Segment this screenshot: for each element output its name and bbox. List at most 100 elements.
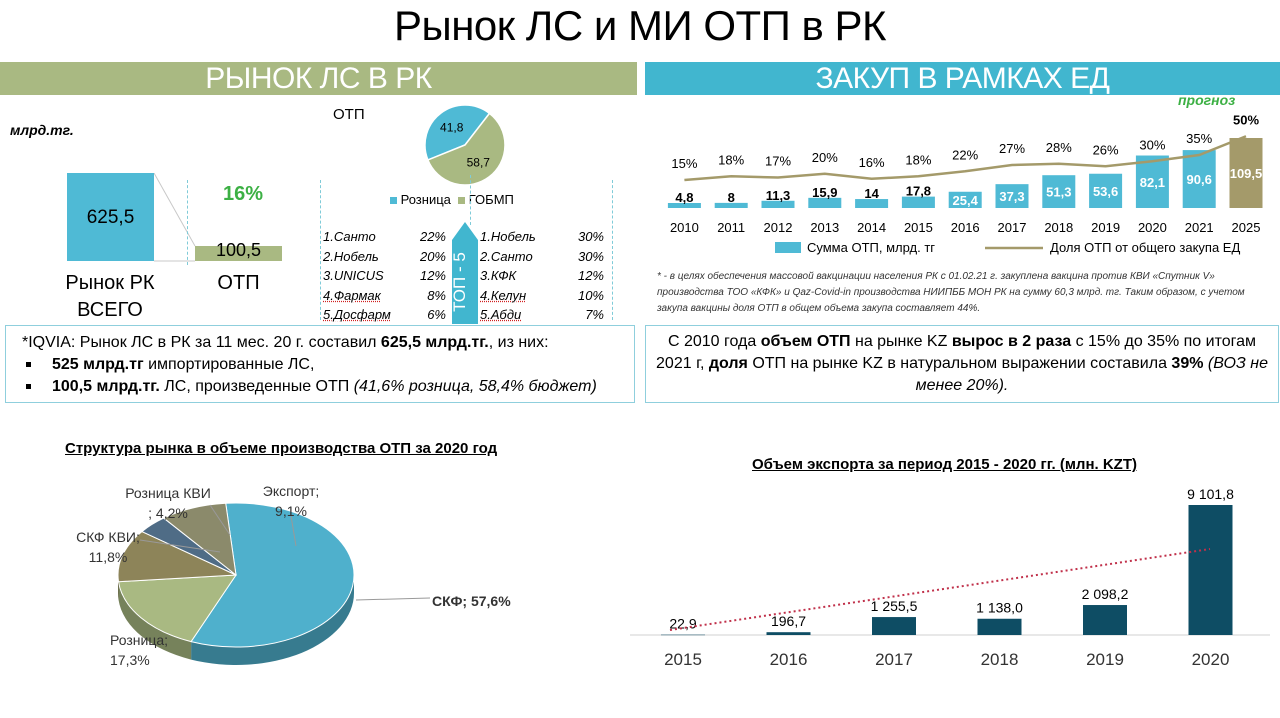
otp-label: ОТП <box>217 272 260 294</box>
x-tick-label: 2021 <box>1185 220 1214 235</box>
bar <box>761 200 795 208</box>
list-item: 2.Нобель 20% <box>323 247 450 267</box>
bar <box>948 191 982 208</box>
bar-label: 4,8 <box>675 190 693 205</box>
pie-label: 58,7 <box>467 156 491 170</box>
list-item: 1.Санто 22% <box>323 227 450 247</box>
legend-label-gobmp: ГОБМП <box>468 192 514 207</box>
procurement-combo-chart: 4,8 2010 15% 8 2011 18% 11,3 2012 17% 15,9 2013 20%… <box>667 112 1263 255</box>
leader-line <box>355 597 431 601</box>
bar-label: 53,6 <box>1093 184 1118 199</box>
x-tick-label: 2016 <box>770 650 808 669</box>
line-label: 30% <box>1139 137 1165 152</box>
company-pct: 8% <box>427 287 446 303</box>
line-label: 50% <box>1233 112 1259 127</box>
list-item: 4.Келун 10% <box>480 286 608 306</box>
market-total-label: Рынок РК ВСЕГО <box>65 272 155 321</box>
company-name: 1.Нобель <box>480 229 536 245</box>
bar-label: 25,4 <box>953 193 979 208</box>
x-tick-label: 2025 <box>1232 220 1261 235</box>
section-header-procurement: ЗАКУП В РАМКАХ ЕД <box>645 62 1280 95</box>
share-line <box>684 135 1247 182</box>
company-pct: 12% <box>577 268 604 284</box>
top5-retail-table: 1.Санто 22% 2.Нобель 20% 3.UNICUS 12% 4.Фар… <box>323 227 450 325</box>
x-tick-label: 2015 <box>904 220 933 235</box>
bar-label: 2 098,2 <box>1082 586 1129 602</box>
pie-slice <box>424 104 491 161</box>
bar <box>1089 173 1123 208</box>
pie-slice <box>190 502 355 648</box>
leader-line <box>290 515 297 547</box>
company-pct: 20% <box>419 248 446 264</box>
slice-label: СКФ КВИ; <box>76 529 140 545</box>
footnote: * - в целях обеспечения массовой вакцина… <box>657 271 1245 314</box>
list-item: 525 млрд.тг импортированные ЛС, <box>22 354 597 376</box>
x-tick-label: 2019 <box>1091 220 1120 235</box>
x-tick-label: 2012 <box>764 220 793 235</box>
slice-label: 11,8% <box>89 549 128 565</box>
line-label: 18% <box>718 152 744 167</box>
company-name: 3.UNICUS <box>323 268 384 284</box>
list-item: 100,5 млрд.тг. ЛС, произведенные ОТП (41… <box>22 376 597 398</box>
x-tick-label: 2013 <box>810 220 839 235</box>
line-label: 16% <box>859 155 885 170</box>
list-item: 5.Абди 7% <box>480 305 608 325</box>
slice-label: СКФ; 57,6% <box>432 593 511 609</box>
list-item: 2.Санто 30% <box>480 247 608 267</box>
slice-label: Розница КВИ <box>125 485 211 501</box>
pie-slice <box>117 574 237 643</box>
divider <box>470 175 471 225</box>
x-tick-label: 2010 <box>670 220 699 235</box>
bar <box>977 618 1022 635</box>
line-label: 26% <box>1093 142 1119 157</box>
x-tick-label: 2020 <box>1138 220 1167 235</box>
structure-pie-chart: СКФ; 57,6% Розница; 17,3% СКФ КВИ; 11,8% Розн… <box>76 483 511 668</box>
pie-slice <box>426 112 506 186</box>
pie-slice <box>117 530 237 583</box>
x-tick-label: 2017 <box>998 220 1027 235</box>
top5-arrow: ТОП - 5 <box>450 222 478 324</box>
company-name: 5.Абди <box>480 307 522 323</box>
company-pct: 30% <box>577 229 604 245</box>
company-name: 3.КФК <box>480 268 517 284</box>
otp-value: 100,5 <box>215 240 262 260</box>
legend-swatch-retail <box>390 197 397 204</box>
info-line-1: *IQVIA: Рынок ЛС в РК за 11 мес. 20 г. с… <box>22 334 549 351</box>
bar <box>1229 138 1263 208</box>
company-name: 1.Санто <box>323 229 376 245</box>
legend-label-bars: Сумма ОТП, млрд. тг <box>807 240 935 255</box>
bar <box>661 634 705 636</box>
line-label: 17% <box>765 154 791 169</box>
bar <box>872 617 916 635</box>
structure-chart-title: Структура рынка в объеме производства ОТ… <box>65 440 498 457</box>
top5-label: ТОП - 5 <box>450 252 469 312</box>
slice-label: ; 4,2% <box>148 505 188 521</box>
otp-bar: 100,5 <box>195 240 282 261</box>
bar-label: 15,9 <box>812 185 837 200</box>
connector-lines <box>154 173 196 262</box>
bar-label: 109,5 <box>1230 166 1263 181</box>
company-name: 2.Санто <box>480 248 533 264</box>
bar <box>1135 155 1169 208</box>
list-item: 4.Фармак 8% <box>323 286 450 306</box>
x-tick-label: 2018 <box>981 650 1019 669</box>
bar <box>995 184 1029 208</box>
bar-label: 8 <box>728 190 735 205</box>
line-label: 27% <box>999 141 1025 156</box>
divider <box>187 180 188 265</box>
otp-pie-title: ОТП <box>333 106 365 123</box>
company-pct: 7% <box>585 307 604 323</box>
divider <box>320 180 321 320</box>
otp-share: 16% <box>222 183 264 205</box>
company-name: 4.Келун <box>480 287 527 303</box>
bar-label: 14 <box>864 186 879 201</box>
list-item: 3.КФК 12% <box>480 266 608 286</box>
market-info-box: *IQVIA: Рынок ЛС в РК за 11 мес. 20 г. с… <box>5 325 635 403</box>
list-item: 3.UNICUS 12% <box>323 266 450 286</box>
divider <box>612 180 613 320</box>
bar-label: 51,3 <box>1046 185 1071 200</box>
export-bar-chart: 22,9 2015 196,7 2016 1 255,5 2017 1 138,0 2018 2… <box>630 486 1270 669</box>
pie-slice-side <box>191 575 354 665</box>
market-total-box: 625,5 <box>67 173 154 261</box>
line-label: 22% <box>952 147 978 162</box>
